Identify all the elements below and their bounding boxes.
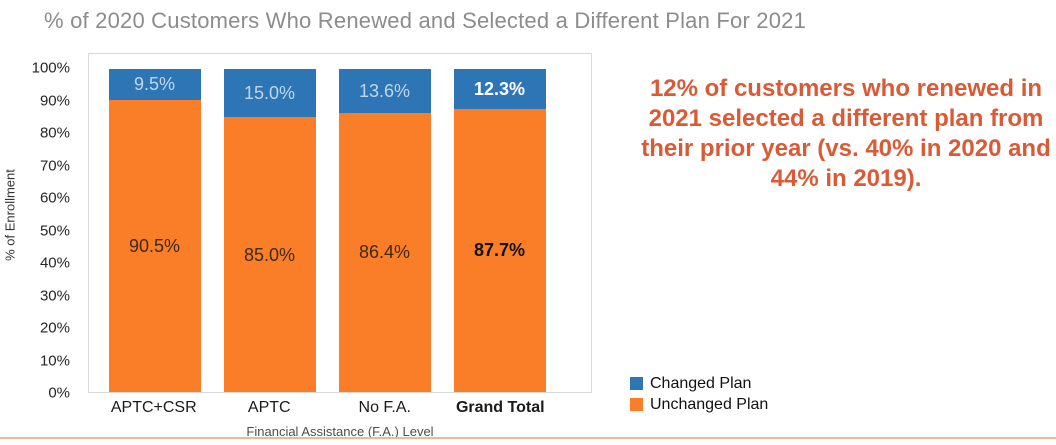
segment-value-label: 90.5% <box>128 235 181 256</box>
y-tick-label: 50% <box>39 222 70 239</box>
chart-title: % of 2020 Customers Who Renewed and Sele… <box>44 8 807 33</box>
x-tick-grand-total: Grand Total <box>455 399 545 416</box>
legend-swatch-unchanged-plan-icon <box>630 398 643 411</box>
legend-item-changed-plan: Changed Plan <box>630 373 768 394</box>
y-tick-label: 40% <box>39 254 70 272</box>
legend-label: Unchanged Plan <box>650 395 769 413</box>
y-tick-label: 60% <box>39 189 70 207</box>
plot-area: 90.5% 9.5% 85.0% 15.0% <box>88 53 592 393</box>
bar-group-aptc: 85.0% 15.0% <box>212 69 327 392</box>
bar-segment-changed: 12.3% <box>453 69 546 109</box>
legend-label: Changed Plan <box>650 374 752 392</box>
legend: Changed Plan Unchanged Plan <box>630 373 768 415</box>
y-tick-label: 70% <box>39 157 70 174</box>
bars-area: 90.5% 9.5% 85.0% 15.0% <box>97 69 557 392</box>
y-tick-label: 30% <box>39 287 70 304</box>
y-tick-label: 90% <box>39 92 70 109</box>
segment-value-label: 12.3% <box>473 78 526 99</box>
y-tick-label: 20% <box>39 319 70 337</box>
bar-group-no-fa: 86.4% 13.6% <box>327 69 442 392</box>
bar-grand-total: 87.7% 12.3% <box>453 69 546 392</box>
legend-item-unchanged-plan: Unchanged Plan <box>630 394 768 415</box>
bar-aptc-csr: 90.5% 9.5% <box>108 69 201 392</box>
bar-segment-changed: 15.0% <box>223 69 316 118</box>
callout-text: 12% of customers who renewed in 2021 sel… <box>641 75 1051 192</box>
y-tick-label: 80% <box>39 124 70 142</box>
bar-aptc: 85.0% 15.0% <box>223 69 316 392</box>
y-tick-label: 10% <box>39 352 70 369</box>
segment-value-label: 15.0% <box>243 83 296 104</box>
segment-value-label: 13.6% <box>358 80 411 101</box>
x-tick-aptc: APTC <box>247 399 291 416</box>
bar-segment-unchanged: 90.5% <box>108 99 201 392</box>
y-tick-label: 100% <box>31 59 70 77</box>
bar-no-fa: 86.4% 13.6% <box>338 69 431 392</box>
segment-value-label: 87.7% <box>473 240 526 261</box>
segment-value-label: 9.5% <box>133 74 176 95</box>
segment-value-label: 85.0% <box>243 244 296 265</box>
bar-segment-unchanged: 87.7% <box>453 108 546 392</box>
segment-value-label: 86.4% <box>358 242 411 263</box>
y-tick-label: 0% <box>48 384 70 402</box>
bottom-divider <box>0 437 1056 439</box>
bar-segment-changed: 9.5% <box>108 69 201 100</box>
x-axis-title: Financial Assistance (F.A.) Level <box>246 424 434 439</box>
x-tick-aptc-csr: APTC+CSR <box>110 399 197 416</box>
bar-group-grand-total: 87.7% 12.3% <box>442 69 557 392</box>
legend-swatch-changed-plan-icon <box>630 377 643 390</box>
bar-segment-unchanged: 86.4% <box>338 112 431 392</box>
y-axis-tick-labels: 100% 90% 80% 70% 60% 50% 40% 30% 20% 10% 0% <box>0 60 80 402</box>
x-axis-tick-labels: APTC+CSR APTC No F.A. Grand Total <box>88 399 592 417</box>
bar-segment-changed: 13.6% <box>338 69 431 113</box>
bar-group-aptc-csr: 90.5% 9.5% <box>97 69 212 392</box>
x-tick-no-fa: No F.A. <box>358 399 411 416</box>
bar-segment-unchanged: 85.0% <box>223 117 316 392</box>
